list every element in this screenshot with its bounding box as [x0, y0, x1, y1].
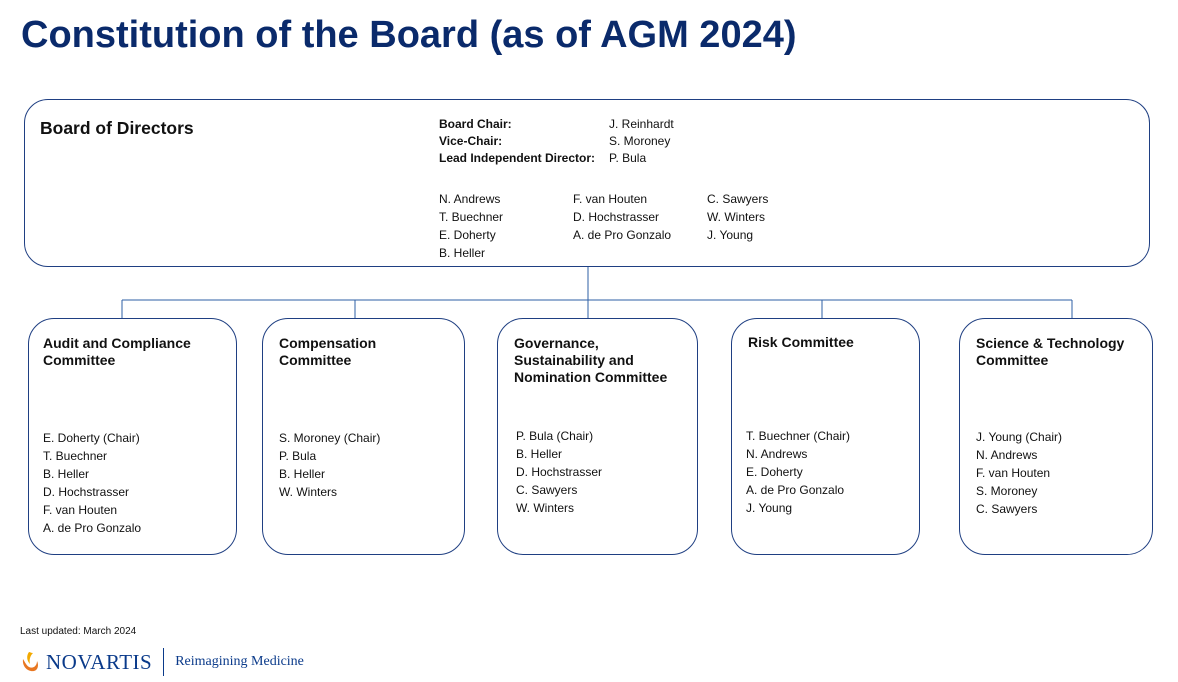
committee-member: W. Winters: [516, 501, 575, 515]
officer-name: S. Moroney: [609, 134, 671, 148]
committee-member: S. Moroney: [976, 484, 1038, 498]
board-member: T. Buechner: [439, 210, 504, 224]
novartis-flame-logo-icon: [22, 652, 38, 672]
committee-member: D. Hochstrasser: [516, 465, 603, 479]
board-title: Board of Directors: [40, 118, 194, 138]
committee-member: J. Young (Chair): [976, 430, 1063, 444]
brand-separator: [163, 648, 165, 676]
committee-name-line: Audit and Compliance: [43, 335, 191, 351]
committee-name-line: Nomination Committee: [514, 369, 668, 385]
committee-member: P. Bula: [279, 449, 317, 463]
committee-member: J. Young: [746, 501, 793, 515]
officer-row: Vice-Chair: S. Moroney: [439, 133, 674, 150]
committee-governance-sustainability-nomination: Governance, Sustainability and Nominatio…: [497, 318, 698, 555]
brand-tagline: Reimagining Medicine: [175, 654, 304, 669]
committee-name-line: Risk Committee: [748, 334, 854, 350]
board-member: F. van Houten: [573, 192, 648, 206]
committee-name-line: Science & Technology: [976, 335, 1125, 351]
committee-members: J. Young (Chair) N. Andrews F. van Houte…: [976, 428, 1062, 518]
committee-members: S. Moroney (Chair) P. Bula B. Heller W. …: [279, 429, 380, 501]
committee-name-line: Committee: [279, 352, 352, 368]
officer-role: Lead Independent Director:: [439, 151, 596, 165]
committee-member: E. Doherty (Chair): [43, 431, 140, 445]
committee-member: P. Bula (Chair): [516, 429, 594, 443]
committee-name-line: Governance,: [514, 335, 599, 351]
board-member: D. Hochstrasser: [573, 210, 660, 224]
board-member: E. Doherty: [439, 228, 496, 242]
board-of-directors-box: Board of Directors Board Chair: J. Reinh…: [24, 99, 1150, 267]
committee-member: S. Moroney (Chair): [279, 431, 381, 445]
committee-member: E. Doherty: [746, 465, 803, 479]
committee-name-line: Committee: [43, 352, 116, 368]
committee-member: A. de Pro Gonzalo: [746, 483, 845, 497]
committee-member: C. Sawyers: [516, 483, 578, 497]
member-column: N. Andrews T. Buechner E. Doherty B. Hel…: [439, 190, 573, 262]
committee-member: W. Winters: [279, 485, 338, 499]
committee-name: Risk Committee: [748, 334, 854, 351]
officer-name: J. Reinhardt: [609, 117, 674, 131]
committee-name: Audit and Compliance Committee: [43, 335, 191, 369]
member-column: F. van Houten D. Hochstrasser A. de Pro …: [573, 190, 707, 262]
committee-audit-compliance: Audit and Compliance Committee E. Dohert…: [28, 318, 237, 555]
committee-member: B. Heller: [43, 467, 90, 481]
page-title: Constitution of the Board (as of AGM 202…: [21, 14, 797, 56]
board-member: B. Heller: [439, 246, 486, 260]
committee-member: B. Heller: [516, 447, 563, 461]
officer-name: P. Bula: [609, 151, 647, 165]
committee-name: Compensation Committee: [279, 335, 376, 369]
board-member: N. Andrews: [439, 192, 501, 206]
committee-member: N. Andrews: [746, 447, 808, 461]
committee-members: E. Doherty (Chair) T. Buechner B. Heller…: [43, 429, 141, 537]
committee-member: T. Buechner (Chair): [746, 429, 851, 443]
brand-name: NOVARTIS: [46, 649, 153, 674]
committee-name: Science & Technology Committee: [976, 335, 1124, 369]
committee-compensation: Compensation Committee S. Moroney (Chair…: [262, 318, 465, 555]
committee-member: F. van Houten: [43, 503, 118, 517]
board-member: J. Young: [707, 228, 754, 242]
officer-row: Board Chair: J. Reinhardt: [439, 116, 674, 133]
officer-role: Board Chair:: [439, 117, 512, 131]
committee-name-line: Compensation: [279, 335, 377, 351]
board-officers: Board Chair: J. Reinhardt Vice-Chair: S.…: [439, 116, 674, 167]
committee-member: C. Sawyers: [976, 502, 1038, 516]
member-column: C. Sawyers W. Winters J. Young: [707, 190, 841, 262]
committee-member: F. van Houten: [976, 466, 1051, 480]
board-member: W. Winters: [707, 210, 766, 224]
committee-risk: Risk Committee T. Buechner (Chair) N. An…: [731, 318, 920, 555]
committee-name-line: Committee: [976, 352, 1049, 368]
officer-row: Lead Independent Director: P. Bula: [439, 150, 674, 167]
committee-member: N. Andrews: [976, 448, 1038, 462]
committee-science-technology: Science & Technology Committee J. Young …: [959, 318, 1153, 555]
board-member: C. Sawyers: [707, 192, 769, 206]
committee-members: T. Buechner (Chair) N. Andrews E. Dohert…: [746, 427, 850, 517]
committee-members: P. Bula (Chair) B. Heller D. Hochstrasse…: [516, 427, 602, 517]
committee-name-line: Sustainability and: [514, 352, 634, 368]
committee-member: B. Heller: [279, 467, 326, 481]
novartis-brand: NOVARTIS Reimagining Medicine: [20, 648, 304, 676]
committee-member: T. Buechner: [43, 449, 108, 463]
committee-member: D. Hochstrasser: [43, 485, 130, 499]
last-updated-note: Last updated: March 2024: [20, 626, 137, 637]
board-member: A. de Pro Gonzalo: [573, 228, 672, 242]
committee-member: A. de Pro Gonzalo: [43, 521, 142, 535]
committee-name: Governance, Sustainability and Nominatio…: [514, 335, 667, 386]
officer-role: Vice-Chair:: [439, 134, 503, 148]
board-members: N. Andrews T. Buechner E. Doherty B. Hel…: [439, 190, 841, 262]
